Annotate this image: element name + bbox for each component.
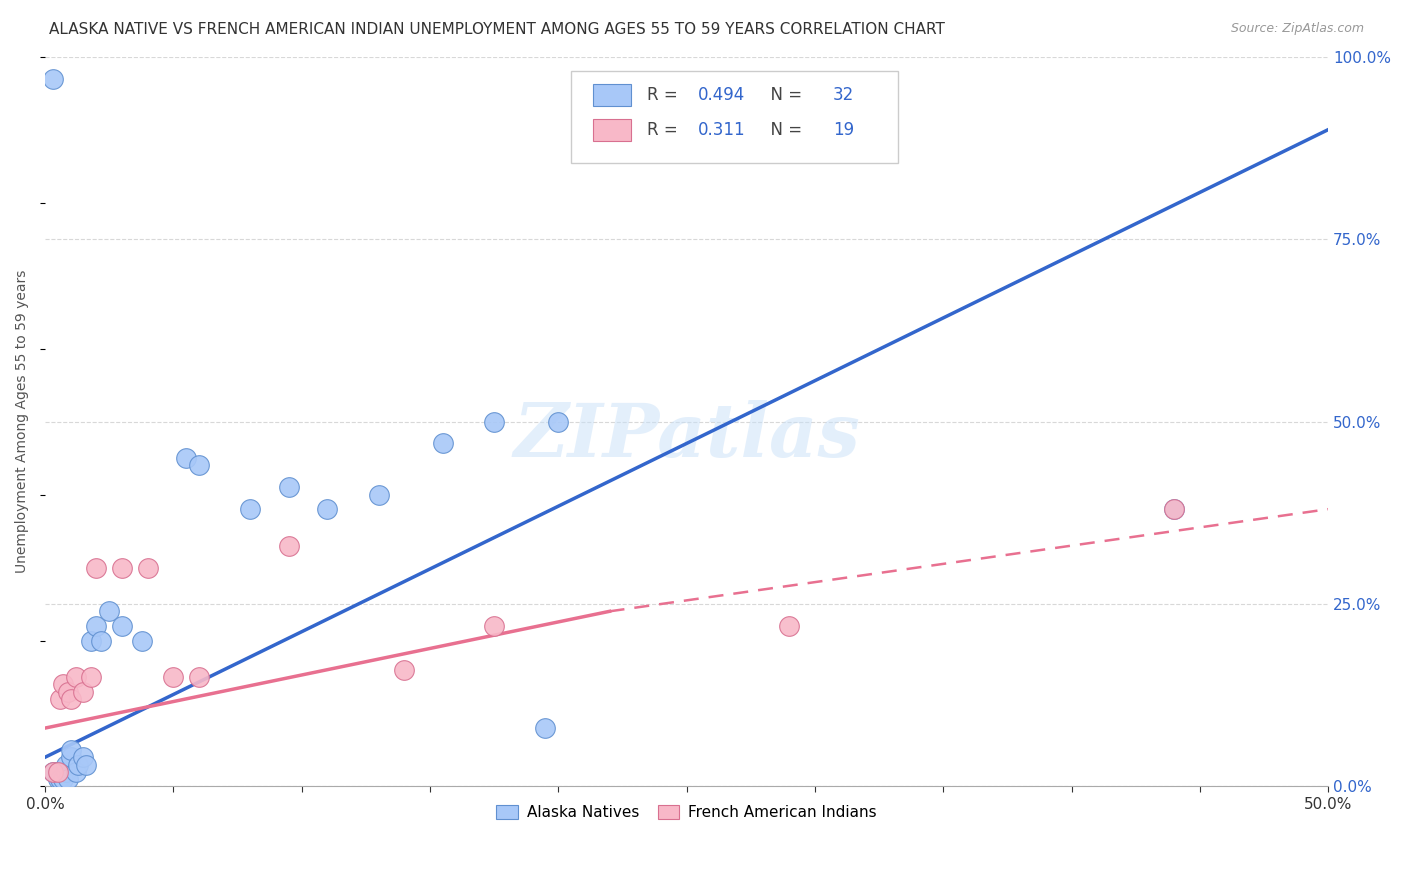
Y-axis label: Unemployment Among Ages 55 to 59 years: Unemployment Among Ages 55 to 59 years [15, 270, 30, 574]
Point [55, 757, 77, 772]
Text: N =: N = [759, 87, 807, 104]
Point [1163, 502, 1185, 516]
Point [75, 757, 97, 772]
Point [72, 684, 94, 698]
Point [56, 772, 79, 787]
Point [65, 670, 87, 684]
Point [239, 502, 262, 516]
Text: ZIPatlas: ZIPatlas [513, 400, 860, 473]
Point [41, 71, 63, 86]
Point [547, 415, 569, 429]
Point [52, 677, 75, 691]
Point [90, 633, 112, 648]
Legend: Alaska Natives, French American Indians: Alaska Natives, French American Indians [491, 798, 883, 826]
Text: R =: R = [647, 87, 683, 104]
Text: 0.311: 0.311 [699, 120, 745, 138]
Point [49, 692, 72, 706]
Point [46, 772, 69, 787]
Point [188, 458, 211, 473]
Point [84, 560, 107, 574]
Point [162, 670, 184, 684]
FancyBboxPatch shape [593, 119, 631, 141]
Text: 19: 19 [832, 120, 853, 138]
Point [432, 436, 454, 450]
Point [49, 772, 72, 787]
Point [56, 684, 79, 698]
Point [316, 502, 339, 516]
Text: R =: R = [647, 120, 688, 138]
Point [52, 772, 75, 787]
Point [367, 487, 389, 501]
Point [65, 764, 87, 779]
Text: N =: N = [759, 120, 807, 138]
Point [482, 619, 505, 633]
Text: 0.494: 0.494 [699, 87, 745, 104]
Text: 32: 32 [832, 87, 853, 104]
Point [1163, 502, 1185, 516]
Point [46, 764, 69, 779]
Point [55, 764, 77, 779]
Point [84, 619, 107, 633]
Point [188, 670, 211, 684]
Point [59, 743, 82, 757]
Point [72, 750, 94, 764]
Point [98, 604, 121, 618]
FancyBboxPatch shape [571, 71, 898, 162]
Point [778, 619, 800, 633]
Point [41, 764, 63, 779]
Point [80, 633, 103, 648]
Point [111, 619, 134, 633]
Text: Source: ZipAtlas.com: Source: ZipAtlas.com [1230, 22, 1364, 36]
FancyBboxPatch shape [593, 85, 631, 106]
Point [174, 451, 197, 466]
Point [111, 560, 134, 574]
Point [131, 633, 153, 648]
Point [277, 480, 299, 494]
Point [41, 764, 63, 779]
Point [534, 721, 557, 735]
Point [80, 670, 103, 684]
Point [482, 415, 505, 429]
Text: ALASKA NATIVE VS FRENCH AMERICAN INDIAN UNEMPLOYMENT AMONG AGES 55 TO 59 YEARS C: ALASKA NATIVE VS FRENCH AMERICAN INDIAN … [49, 22, 945, 37]
Point [46, 764, 69, 779]
Point [59, 692, 82, 706]
Point [67, 757, 90, 772]
Point [394, 663, 416, 677]
Point [59, 750, 82, 764]
Point [277, 539, 299, 553]
Point [136, 560, 159, 574]
